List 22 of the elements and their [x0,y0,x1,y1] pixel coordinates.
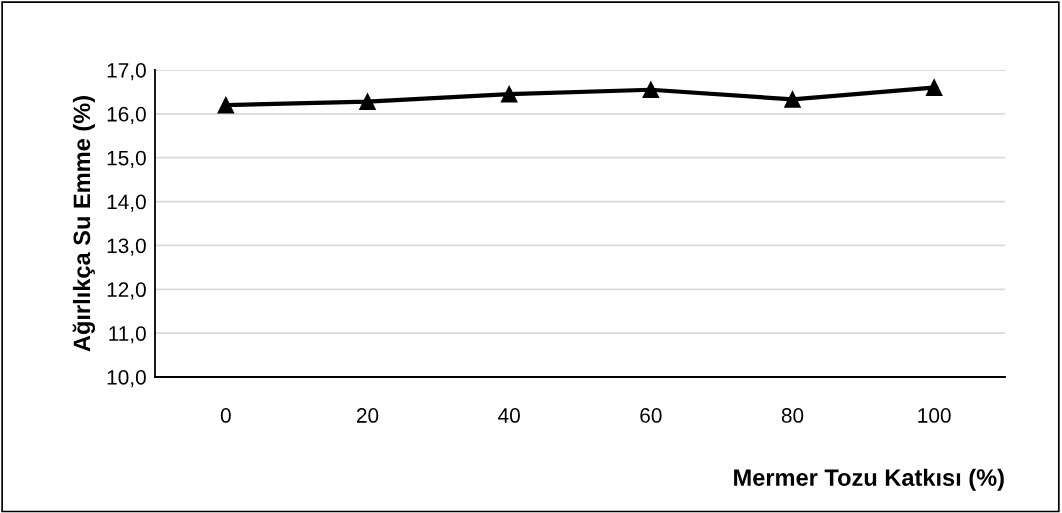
point [784,91,801,108]
y-axis-title: Ağırlıkça Su Emme (%) [72,96,96,352]
y-tick-label: 16,0 [107,106,146,125]
x-tick-label: 80 [781,408,804,423]
y-tick-label: 15,0 [107,150,146,168]
x-tick-label: 40 [498,408,520,423]
y-tick-label: 10,0 [107,370,146,388]
point [642,81,660,99]
point [359,93,376,110]
x-axis-title: Mermer Tozu Katkısı (%) [734,468,1004,491]
x-tick-label: 60 [640,408,662,423]
y-tick-label: 12,0 [107,282,146,300]
point [925,79,943,96]
y-tick-label: 13,0 [107,238,146,256]
x-tick-label: 0 [220,408,231,423]
y-tick-label: 11,0 [109,326,146,344]
point [500,85,518,103]
y-tick-label: 14,0 [107,194,146,212]
y-tick-label: 17,0 [107,63,146,81]
x-tick-label: 20 [356,408,379,423]
x-tick-label: 100 [918,408,951,423]
point [217,96,235,114]
